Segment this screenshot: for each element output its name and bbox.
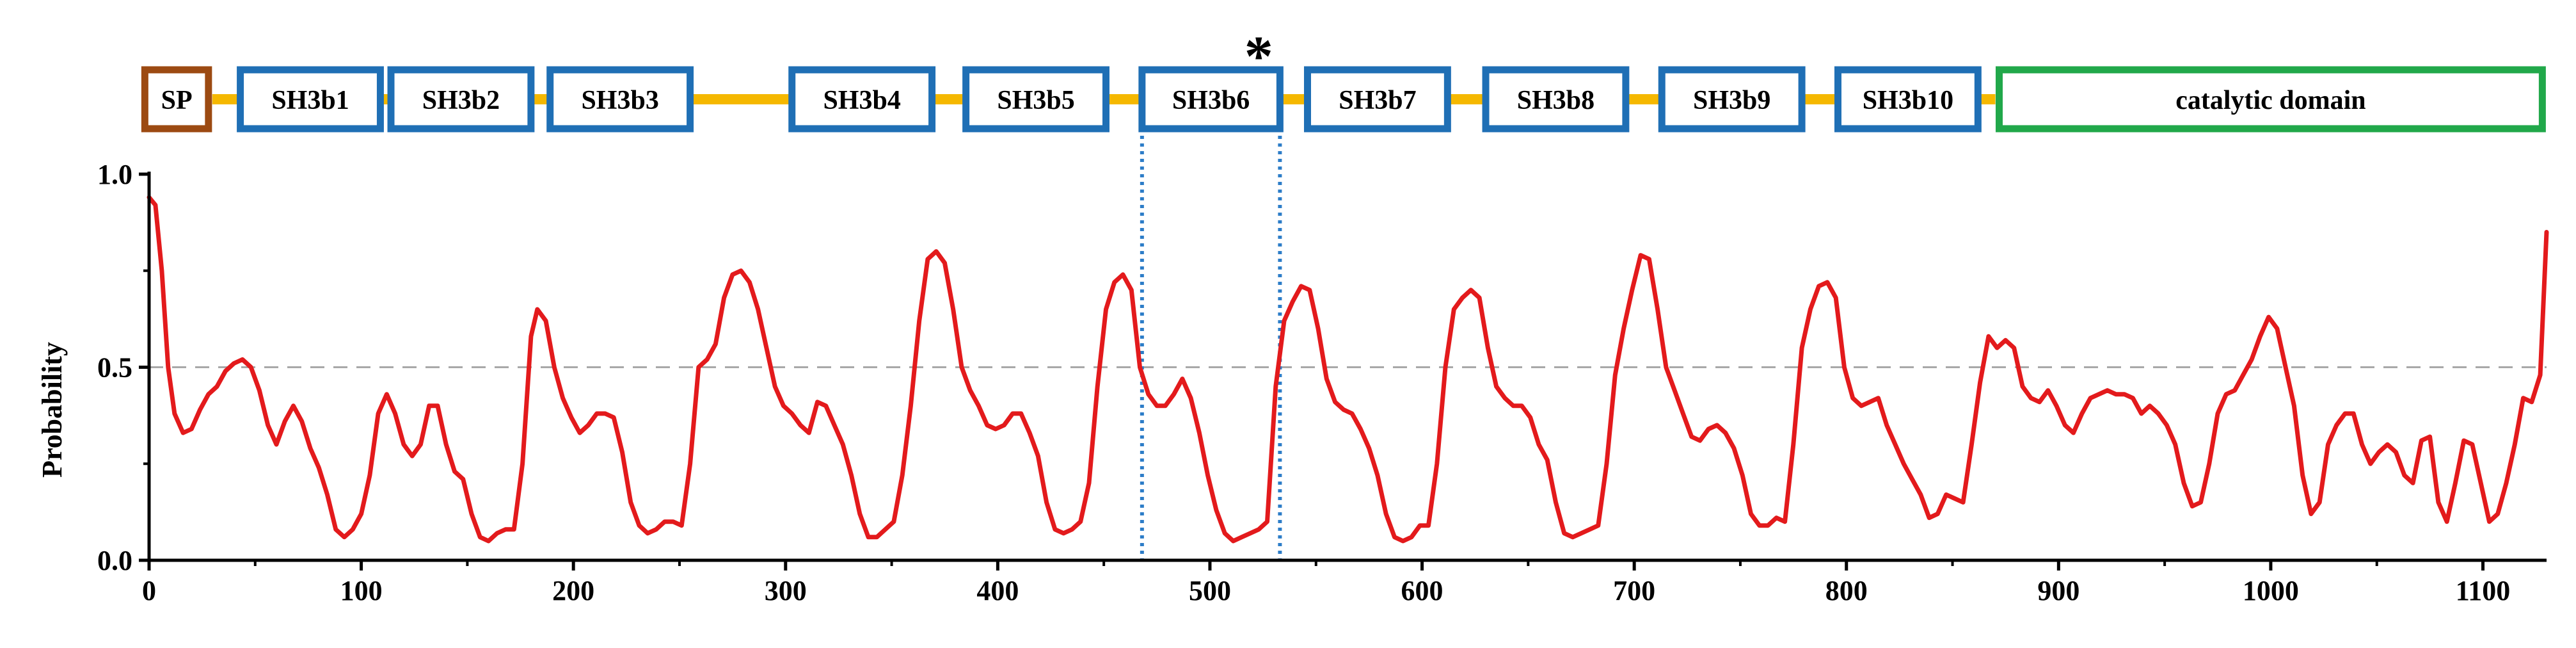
domain-box-outline [237, 66, 384, 133]
domain-box-outline [387, 66, 535, 133]
domain-box-outline [546, 66, 694, 133]
x-tick-label: 500 [1189, 575, 1231, 606]
domain-label: SH3b3 [581, 86, 658, 115]
y-tick-label: 0.0 [97, 545, 132, 576]
y-tick-label: 1.0 [97, 159, 132, 190]
domain-box-outline [1138, 66, 1284, 133]
domain-box-sh3b5: SH3b5 [962, 66, 1109, 133]
domain-label: SH3b5 [997, 86, 1074, 115]
y-axis-label: Probability [36, 342, 68, 478]
domain-box-sh3b7: SH3b7 [1303, 66, 1451, 133]
domain-label: SP [161, 86, 193, 115]
domain-box-sh3b6: SH3b6 [1138, 66, 1284, 133]
x-tick-label: 0 [142, 575, 156, 606]
domain-label: SH3b6 [1172, 86, 1250, 115]
domain-box-outline [1995, 66, 2546, 133]
x-tick-label: 900 [2037, 575, 2079, 606]
domain-box-outline [1482, 66, 1630, 133]
series-line-0 [147, 195, 2549, 544]
x-tick-label: 700 [1613, 575, 1655, 606]
plot-area [147, 136, 2549, 560]
domain-box-sh3b2: SH3b2 [387, 66, 535, 133]
domain-box-outline [141, 66, 212, 133]
domain-box-catalytic-domain: catalytic domain [1995, 66, 2546, 133]
domain-box-sp: SP [141, 66, 212, 133]
axes: 0 100 200 300 400 500 600 700 800 900 1000 1100 0.0 0… [97, 159, 2547, 606]
x-tick-label: 100 [340, 575, 383, 606]
domain-box-outline [788, 66, 936, 133]
domain-label: SH3b7 [1339, 86, 1416, 115]
x-tick-label: 800 [1825, 575, 1868, 606]
domain-box-sh3b3: SH3b3 [546, 66, 694, 133]
domain-label: SH3b4 [823, 86, 900, 115]
domain-label: SH3b8 [1517, 86, 1594, 115]
annotation-star: * [1244, 25, 1273, 88]
domain-label: SH3b2 [422, 86, 500, 115]
y-tick-label: 0.5 [97, 352, 132, 384]
domain-box-sh3b1: SH3b1 [237, 66, 384, 133]
x-tick-label: 1100 [2456, 575, 2511, 606]
x-tick-label: 600 [1401, 575, 1443, 606]
domain-map: SP SH3b1 SH3b2 SH3b3 SH3b4 SH3b5 SH3b6 SH3b7 SH3… [141, 66, 2546, 133]
x-tick-label: 300 [765, 575, 807, 606]
x-tick-label: 400 [976, 575, 1019, 606]
domain-box-sh3b8: SH3b8 [1482, 66, 1630, 133]
domain-box-outline [1834, 66, 1982, 133]
domain-box-sh3b10: SH3b10 [1834, 66, 1982, 133]
domain-label: catalytic domain [2175, 86, 2365, 115]
domain-label: SH3b1 [271, 86, 349, 115]
x-tick-label: 200 [552, 575, 594, 606]
domain-box-outline [1303, 66, 1451, 133]
domain-box-sh3b9: SH3b9 [1658, 66, 1806, 133]
x-tick-label: 1000 [2243, 575, 2299, 606]
domain-box-outline [962, 66, 1109, 133]
domain-label: SH3b10 [1863, 86, 1953, 115]
domain-box-outline [1658, 66, 1806, 133]
domain-box-sh3b4: SH3b4 [788, 66, 936, 133]
domain-label: SH3b9 [1693, 86, 1770, 115]
